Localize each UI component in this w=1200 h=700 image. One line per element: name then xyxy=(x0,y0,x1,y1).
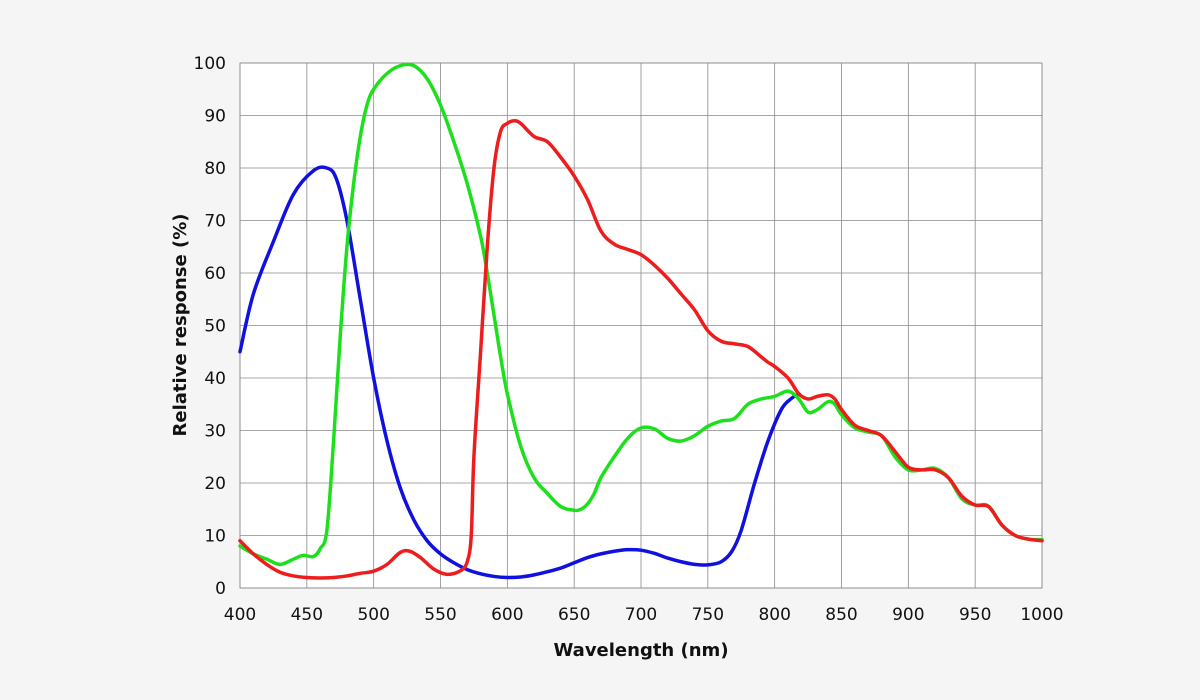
y-tick-label: 40 xyxy=(204,369,226,389)
x-tick-label: 950 xyxy=(959,605,991,625)
x-tick-label: 400 xyxy=(224,605,256,625)
x-tick-label: 600 xyxy=(491,605,523,625)
x-tick-label: 900 xyxy=(892,605,924,625)
series-lines xyxy=(238,62,1044,580)
x-tick-label: 1000 xyxy=(1020,605,1063,625)
x-tick-label: 550 xyxy=(424,605,456,625)
red-response-line xyxy=(238,119,1044,580)
y-tick-label: 80 xyxy=(204,159,226,179)
y-tick-label: 10 xyxy=(204,527,226,547)
x-tick-label: 800 xyxy=(758,605,790,625)
x-tick-label: 850 xyxy=(825,605,857,625)
x-tick-label: 500 xyxy=(357,605,389,625)
y-tick-label: 20 xyxy=(204,474,226,494)
y-tick-label: 100 xyxy=(194,54,226,74)
blue-response-line xyxy=(238,165,801,580)
x-tick-label: 650 xyxy=(558,605,590,625)
y-axis-label: Relative response (%) xyxy=(170,214,191,437)
x-tick-label: 700 xyxy=(625,605,657,625)
y-tick-label: 90 xyxy=(204,107,226,127)
x-axis-label: Wavelength (nm) xyxy=(553,640,728,661)
grid-lines xyxy=(239,62,1043,589)
y-tick-label: 30 xyxy=(204,422,226,442)
y-tick-label: 50 xyxy=(204,317,226,337)
y-tick-label: 0 xyxy=(215,579,226,599)
y-tick-labels: 0 10 20 30 40 50 60 70 80 90 100 xyxy=(194,54,226,599)
x-tick-label: 450 xyxy=(291,605,323,625)
y-tick-label: 60 xyxy=(204,264,226,284)
y-tick-label: 70 xyxy=(204,212,226,232)
x-tick-labels: 400 450 500 550 600 650 700 750 800 850 900 950 1000 xyxy=(224,605,1064,625)
x-tick-label: 750 xyxy=(692,605,724,625)
